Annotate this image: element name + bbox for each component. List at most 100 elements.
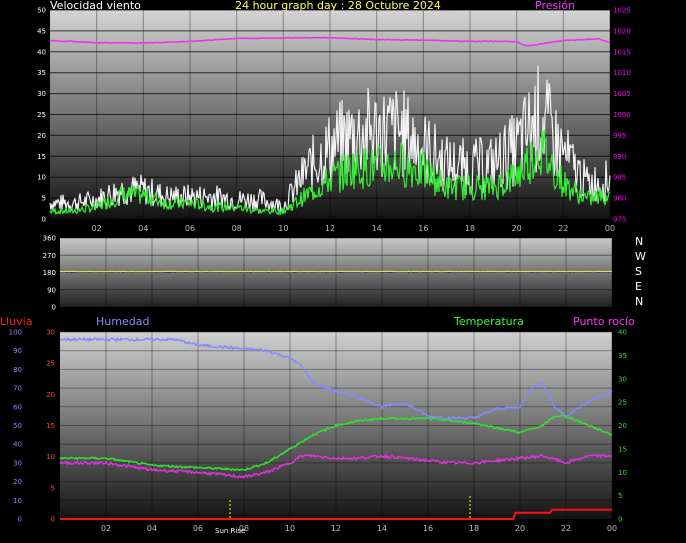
pressure-tick-label: 995	[613, 132, 626, 140]
x-tick-label: 18	[465, 224, 475, 233]
humidity-tick-label: 10	[13, 497, 22, 505]
rain-label: Lluvia	[0, 315, 32, 328]
wind-speed-tick-label: 35	[37, 69, 46, 77]
x-tick-label: 00	[607, 524, 617, 533]
pressure-tick-label: 975	[613, 216, 626, 224]
wind-speed-tick-label: 25	[37, 111, 46, 119]
temperature-tick-label: 40	[618, 329, 627, 337]
rain-tick-label: 10	[46, 453, 55, 461]
compass-n-bottom: N	[635, 295, 643, 308]
temperature-tick-label: 5	[618, 492, 622, 500]
humidity-tick-label: 50	[13, 422, 22, 430]
compass-e: E	[635, 280, 642, 293]
direction-tick-label: 90	[47, 286, 56, 294]
wind-speed-tick-label: 40	[37, 48, 46, 56]
temperature-line	[59, 414, 613, 472]
compass-n-top: N	[635, 235, 643, 248]
wind-speed-tick-label: 5	[42, 195, 46, 203]
rain-tick-label: 15	[46, 422, 55, 430]
direction-panel-background	[60, 238, 612, 307]
x-tick-label: 08	[232, 224, 242, 233]
direction-tick-label: 360	[43, 235, 56, 243]
rain-tick-label: 20	[46, 391, 55, 399]
pressure-tick-label: 1025	[613, 7, 631, 15]
humidity-tick-label: 40	[13, 441, 22, 449]
x-tick-label: 22	[558, 224, 568, 233]
temperature-label: Temperatura	[453, 315, 524, 328]
humidity-tick-label: 90	[13, 347, 22, 355]
dew-point-line	[59, 453, 613, 480]
axis-ticks: 0510152025303540455097598098599099510001…	[9, 7, 631, 534]
direction-tick-label: 180	[43, 269, 56, 277]
wind-speed-tick-label: 30	[37, 90, 46, 98]
pressure-tick-label: 1000	[613, 111, 631, 119]
pressure-line	[49, 36, 611, 47]
temperature-tick-label: 35	[618, 352, 627, 360]
rain-line	[60, 508, 612, 520]
x-tick-label: 12	[331, 524, 341, 533]
temperature-tick-label: 0	[618, 516, 622, 524]
climate-series	[59, 336, 613, 520]
x-tick-label: 22	[561, 524, 571, 533]
humidity-label: Humedad	[96, 315, 149, 328]
pressure-tick-label: 1005	[613, 90, 631, 98]
wind-speed-tick-label: 0	[42, 216, 46, 224]
pressure-label: Presión	[535, 0, 575, 12]
wind-gust-line	[49, 65, 611, 214]
humidity-tick-label: 20	[13, 478, 22, 486]
temperature-tick-label: 15	[618, 445, 627, 453]
x-tick-label: 20	[515, 524, 525, 533]
rain-tick-label: 5	[51, 484, 55, 492]
temperature-tick-label: 20	[618, 422, 627, 430]
x-tick-label: 16	[418, 224, 428, 233]
compass-s: S	[635, 265, 642, 278]
x-tick-label: 04	[147, 524, 157, 533]
pressure-tick-label: 1020	[613, 27, 631, 35]
wind-speed-tick-label: 45	[37, 27, 46, 35]
x-tick-label: 14	[377, 524, 387, 533]
wind-speed-tick-label: 50	[37, 7, 46, 15]
wind-speed-tick-label: 10	[37, 174, 46, 182]
temperature-tick-label: 25	[618, 399, 627, 407]
rain-tick-label: 30	[46, 329, 55, 337]
x-tick-label: 10	[285, 524, 295, 533]
x-tick-label: 10	[278, 224, 288, 233]
x-tick-label: 14	[372, 224, 382, 233]
x-tick-label: 02	[92, 224, 102, 233]
chart-title: 24 hour graph day : 28 Octubre 2024	[235, 0, 441, 12]
humidity-tick-label: 100	[9, 329, 22, 337]
humidity-line	[59, 336, 613, 421]
pressure-tick-label: 990	[613, 153, 626, 161]
pressure-tick-label: 1010	[613, 69, 631, 77]
compass-w: W	[635, 250, 646, 263]
x-tick-label: 02	[101, 524, 111, 533]
sunrise-label: Sun Rise	[215, 527, 245, 535]
rain-tick-label: 25	[46, 360, 55, 368]
humidity-tick-label: 0	[18, 516, 22, 524]
x-tick-label: 08	[239, 524, 249, 533]
x-tick-label: 20	[512, 224, 522, 233]
wind-pressure-series	[49, 36, 611, 216]
temperature-tick-label: 30	[618, 375, 627, 383]
pressure-tick-label: 980	[613, 195, 626, 203]
x-tick-label: 18	[469, 524, 479, 533]
x-tick-label: 12	[325, 224, 335, 233]
temperature-tick-label: 10	[618, 469, 627, 477]
x-tick-label: 06	[193, 524, 203, 533]
x-tick-label: 04	[138, 224, 148, 233]
humidity-tick-label: 30	[13, 459, 22, 467]
wind-speed-label: Velocidad viento	[50, 0, 141, 12]
pressure-tick-label: 985	[613, 174, 626, 182]
dew-point-label: Punto rocío	[573, 315, 635, 328]
wind-speed-tick-label: 15	[37, 153, 46, 161]
x-tick-label: 16	[423, 524, 433, 533]
direction-tick-label: 0	[52, 304, 56, 312]
humidity-tick-label: 60	[13, 403, 22, 411]
humidity-tick-label: 80	[13, 366, 22, 374]
wind-speed-tick-label: 20	[37, 132, 46, 140]
wind-average-line	[49, 129, 611, 216]
direction-tick-label: 270	[43, 252, 56, 260]
x-tick-label: 00	[605, 224, 615, 233]
